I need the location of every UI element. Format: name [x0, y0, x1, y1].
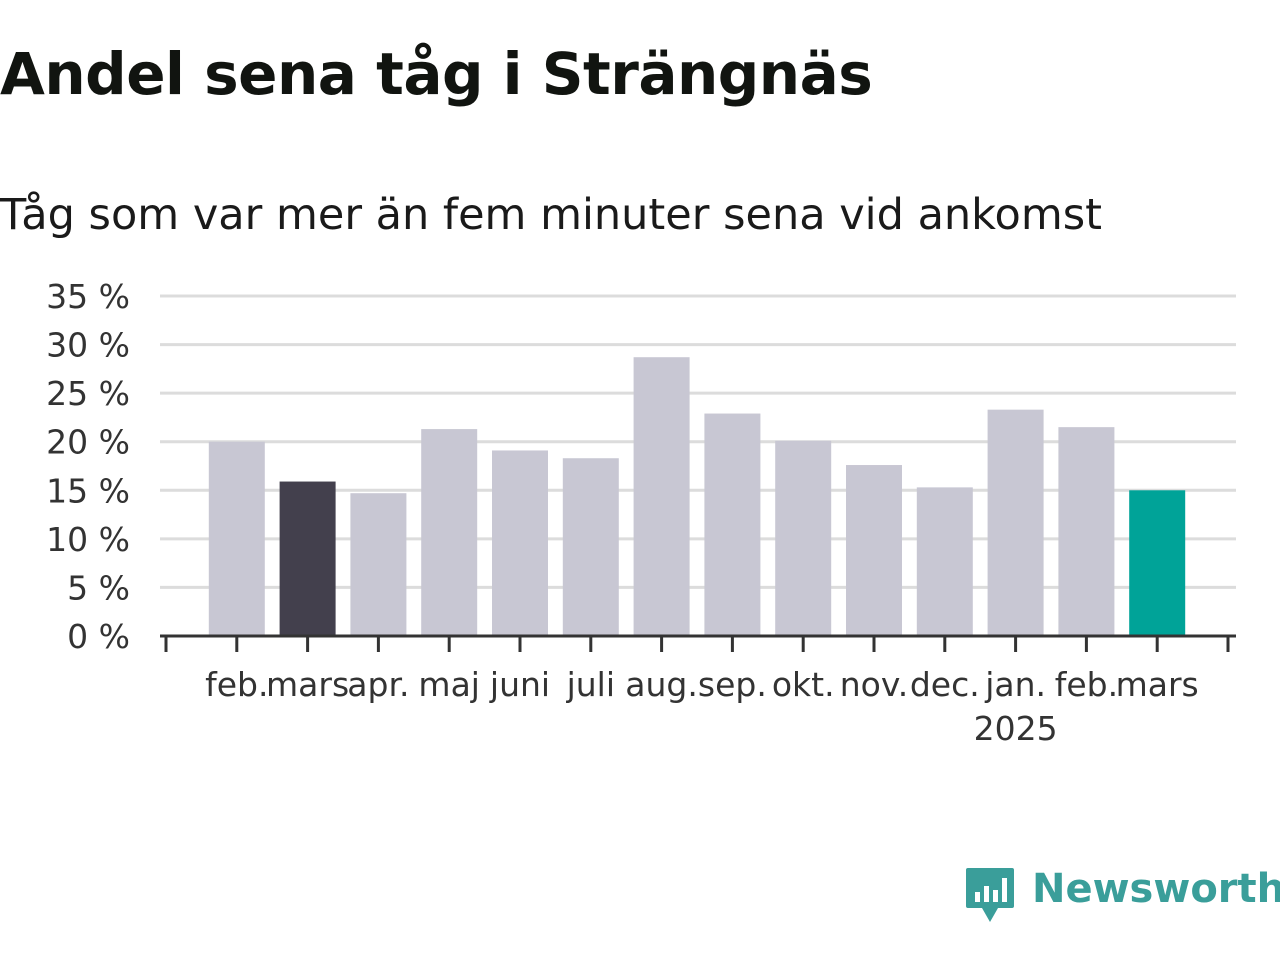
x-year-label: 2025	[974, 709, 1058, 748]
bar	[916, 487, 973, 636]
bar	[421, 429, 478, 636]
chart-title: Andel sena tåg i Strängnäs	[0, 40, 873, 108]
bar	[1058, 427, 1115, 636]
y-tick-label: 0 %	[67, 617, 130, 656]
x-tick-label: maj	[418, 665, 480, 704]
brand-name: Newsworthy	[1032, 866, 1280, 912]
x-tick-label: mars	[1116, 665, 1199, 704]
y-tick-label: 25 %	[46, 374, 130, 413]
x-tick-label: feb.	[205, 665, 268, 704]
x-tick-label: juni	[489, 665, 550, 704]
bar	[1129, 490, 1186, 636]
x-tick-label: aug.	[625, 665, 698, 704]
x-tick-label: jan.	[984, 665, 1046, 704]
newsworthy-logo: Newsworthy	[964, 866, 1280, 928]
x-tick-label: apr.	[347, 665, 409, 704]
bar	[704, 413, 761, 636]
x-tick-label: sep.	[698, 665, 767, 704]
x-tick-label: okt.	[772, 665, 835, 704]
y-tick-label: 20 %	[46, 423, 130, 462]
bar	[562, 458, 619, 636]
bar	[633, 357, 690, 636]
y-tick-label: 35 %	[46, 277, 130, 316]
y-tick-label: 30 %	[46, 326, 130, 365]
x-tick-label: mars	[266, 665, 349, 704]
bar	[775, 440, 832, 636]
y-tick-label: 5 %	[67, 568, 130, 607]
newsworthy-logo-icon	[966, 868, 1014, 922]
y-tick-label: 10 %	[46, 520, 130, 559]
chart-subtitle: Tåg som var mer än fem minuter sena vid …	[0, 190, 1103, 240]
bar	[279, 481, 336, 636]
bar	[846, 465, 902, 636]
bar-chart: 0 %5 %10 %15 %20 %25 %30 %35 %feb.marsap…	[46, 277, 1236, 748]
y-tick-label: 15 %	[46, 471, 130, 510]
x-tick-label: dec.	[910, 665, 980, 704]
bar	[987, 409, 1044, 636]
bar	[208, 441, 265, 636]
bar	[492, 450, 548, 636]
x-tick-label: feb.	[1055, 665, 1118, 704]
x-tick-label: juli	[566, 665, 615, 704]
bar	[350, 493, 407, 636]
x-tick-label: nov.	[840, 665, 909, 704]
